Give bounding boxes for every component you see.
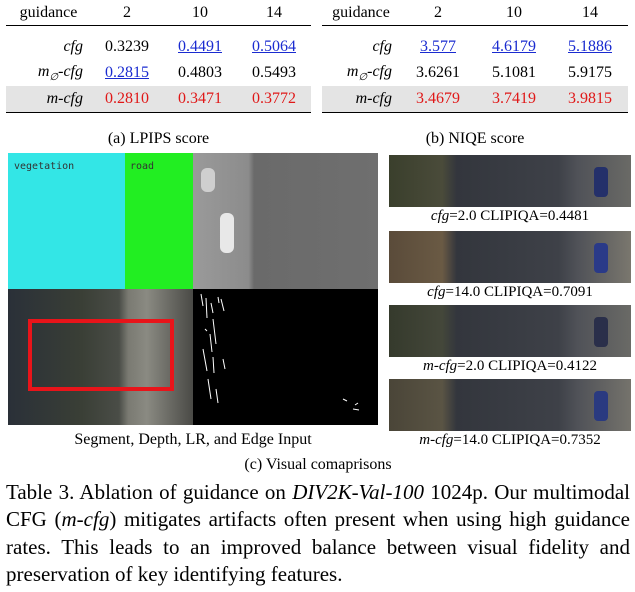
table-cell: 5.9175 — [568, 64, 612, 81]
table-cell: 3.577 — [420, 38, 456, 55]
table-header-row: guidance 2 10 14 — [6, 0, 311, 26]
header-col-14: 14 — [552, 0, 628, 26]
table-cell: 3.4679 — [400, 86, 476, 113]
lpips-table: guidance 2 10 14 cfg 0.3239 0.4491 0.506… — [6, 0, 311, 113]
table-cell: 0.2810 — [91, 86, 163, 113]
table-cell: 5.1886 — [568, 38, 612, 55]
input-panel: vegetation road — [8, 153, 378, 425]
car — [594, 243, 608, 273]
row-label: m-cfg — [6, 86, 91, 113]
depth-highlight — [220, 213, 234, 253]
table-row: m∅-cfg 3.6261 5.1081 5.9175 — [322, 60, 628, 86]
table-cell: 0.3772 — [237, 86, 311, 113]
segment-label-road: road — [130, 161, 155, 172]
table-cell: 0.2815 — [105, 64, 149, 81]
depth-map — [193, 153, 378, 289]
segment-map: vegetation road — [8, 153, 193, 289]
lpips-caption: (a) LPIPS score — [107, 130, 210, 147]
input-panel-caption: Segment, Depth, LR, and Edge Input — [74, 431, 312, 448]
table-cell: 0.5493 — [252, 64, 296, 81]
comparison-label-4: m-cfg=14.0 CLIPIQA=0.7352 — [419, 432, 601, 448]
table-cell: 3.7419 — [476, 86, 552, 113]
comparison-label-2: cfg=14.0 CLIPIQA=0.7091 — [427, 284, 593, 300]
comparison-image-2 — [389, 231, 631, 283]
table-cell: 3.6261 — [416, 64, 460, 81]
table-caption: Table 3. Ablation of guidance on DIV2K-V… — [6, 479, 630, 588]
caption-method: m-cfg — [61, 507, 110, 532]
table-cell: 0.4803 — [178, 64, 222, 81]
table-header-row: guidance 2 10 14 — [322, 0, 628, 26]
table-cell: 4.6179 — [492, 38, 536, 55]
table-cell: 0.5064 — [252, 38, 296, 55]
table-row: m∅-cfg 0.2815 0.4803 0.5493 — [6, 60, 311, 86]
row-label: cfg — [372, 38, 392, 55]
header-guidance: guidance — [6, 0, 91, 26]
table-row: cfg 3.577 4.6179 5.1886 — [322, 34, 628, 60]
row-label: cfg — [63, 38, 83, 55]
visual-comparison-caption: (c) Visual comaprisons — [244, 456, 392, 473]
bounding-box — [28, 319, 174, 391]
header-col-10: 10 — [163, 0, 237, 26]
table-row: m-cfg 3.4679 3.7419 3.9815 — [322, 86, 628, 113]
niqe-table: guidance 2 10 14 cfg 3.577 4.6179 5.1886… — [322, 0, 628, 113]
header-guidance: guidance — [322, 0, 400, 26]
niqe-caption: (b) NIQE score — [425, 130, 525, 147]
header-col-14: 14 — [237, 0, 311, 26]
header-col-10: 10 — [476, 0, 552, 26]
edge-map — [193, 289, 378, 425]
row-label: m-cfg — [322, 86, 400, 113]
car — [594, 317, 608, 347]
caption-mid: 1024p. Our multimodal CFG ( — [6, 480, 630, 532]
comparison-label-3: m-cfg=2.0 CLIPIQA=0.4122 — [423, 358, 597, 374]
caption-dataset: DIV2K-Val-100 — [292, 480, 425, 504]
table-cell: 0.3471 — [163, 86, 237, 113]
segment-label-vegetation: vegetation — [14, 161, 75, 172]
header-col-2: 2 — [400, 0, 476, 26]
lr-input-image — [8, 289, 193, 425]
table-cell: 5.1081 — [492, 64, 536, 81]
header-col-2: 2 — [91, 0, 163, 26]
car — [594, 391, 608, 421]
table-cell: 3.9815 — [552, 86, 628, 113]
table-row: m-cfg 0.2810 0.3471 0.3772 — [6, 86, 311, 113]
depth-highlight — [201, 168, 215, 192]
edge-lines — [200, 293, 360, 411]
caption-rest: ) mitigates artifacts often present when… — [6, 507, 630, 586]
row-label: m∅-cfg — [37, 62, 83, 84]
comparison-image-1 — [389, 155, 631, 207]
table-row: cfg 0.3239 0.4491 0.5064 — [6, 34, 311, 60]
segment-road-region — [125, 153, 193, 289]
comparison-image-4 — [389, 379, 631, 431]
car — [594, 167, 608, 197]
comparison-label-1: cfg=2.0 CLIPIQA=0.4481 — [430, 208, 590, 224]
comparison-image-3 — [389, 305, 631, 357]
table-cell: 0.4491 — [178, 38, 222, 55]
table-cell: 0.3239 — [105, 38, 149, 55]
row-label: m∅-cfg — [346, 62, 392, 84]
caption-prefix: Table 3. Ablation of guidance on — [6, 480, 293, 504]
